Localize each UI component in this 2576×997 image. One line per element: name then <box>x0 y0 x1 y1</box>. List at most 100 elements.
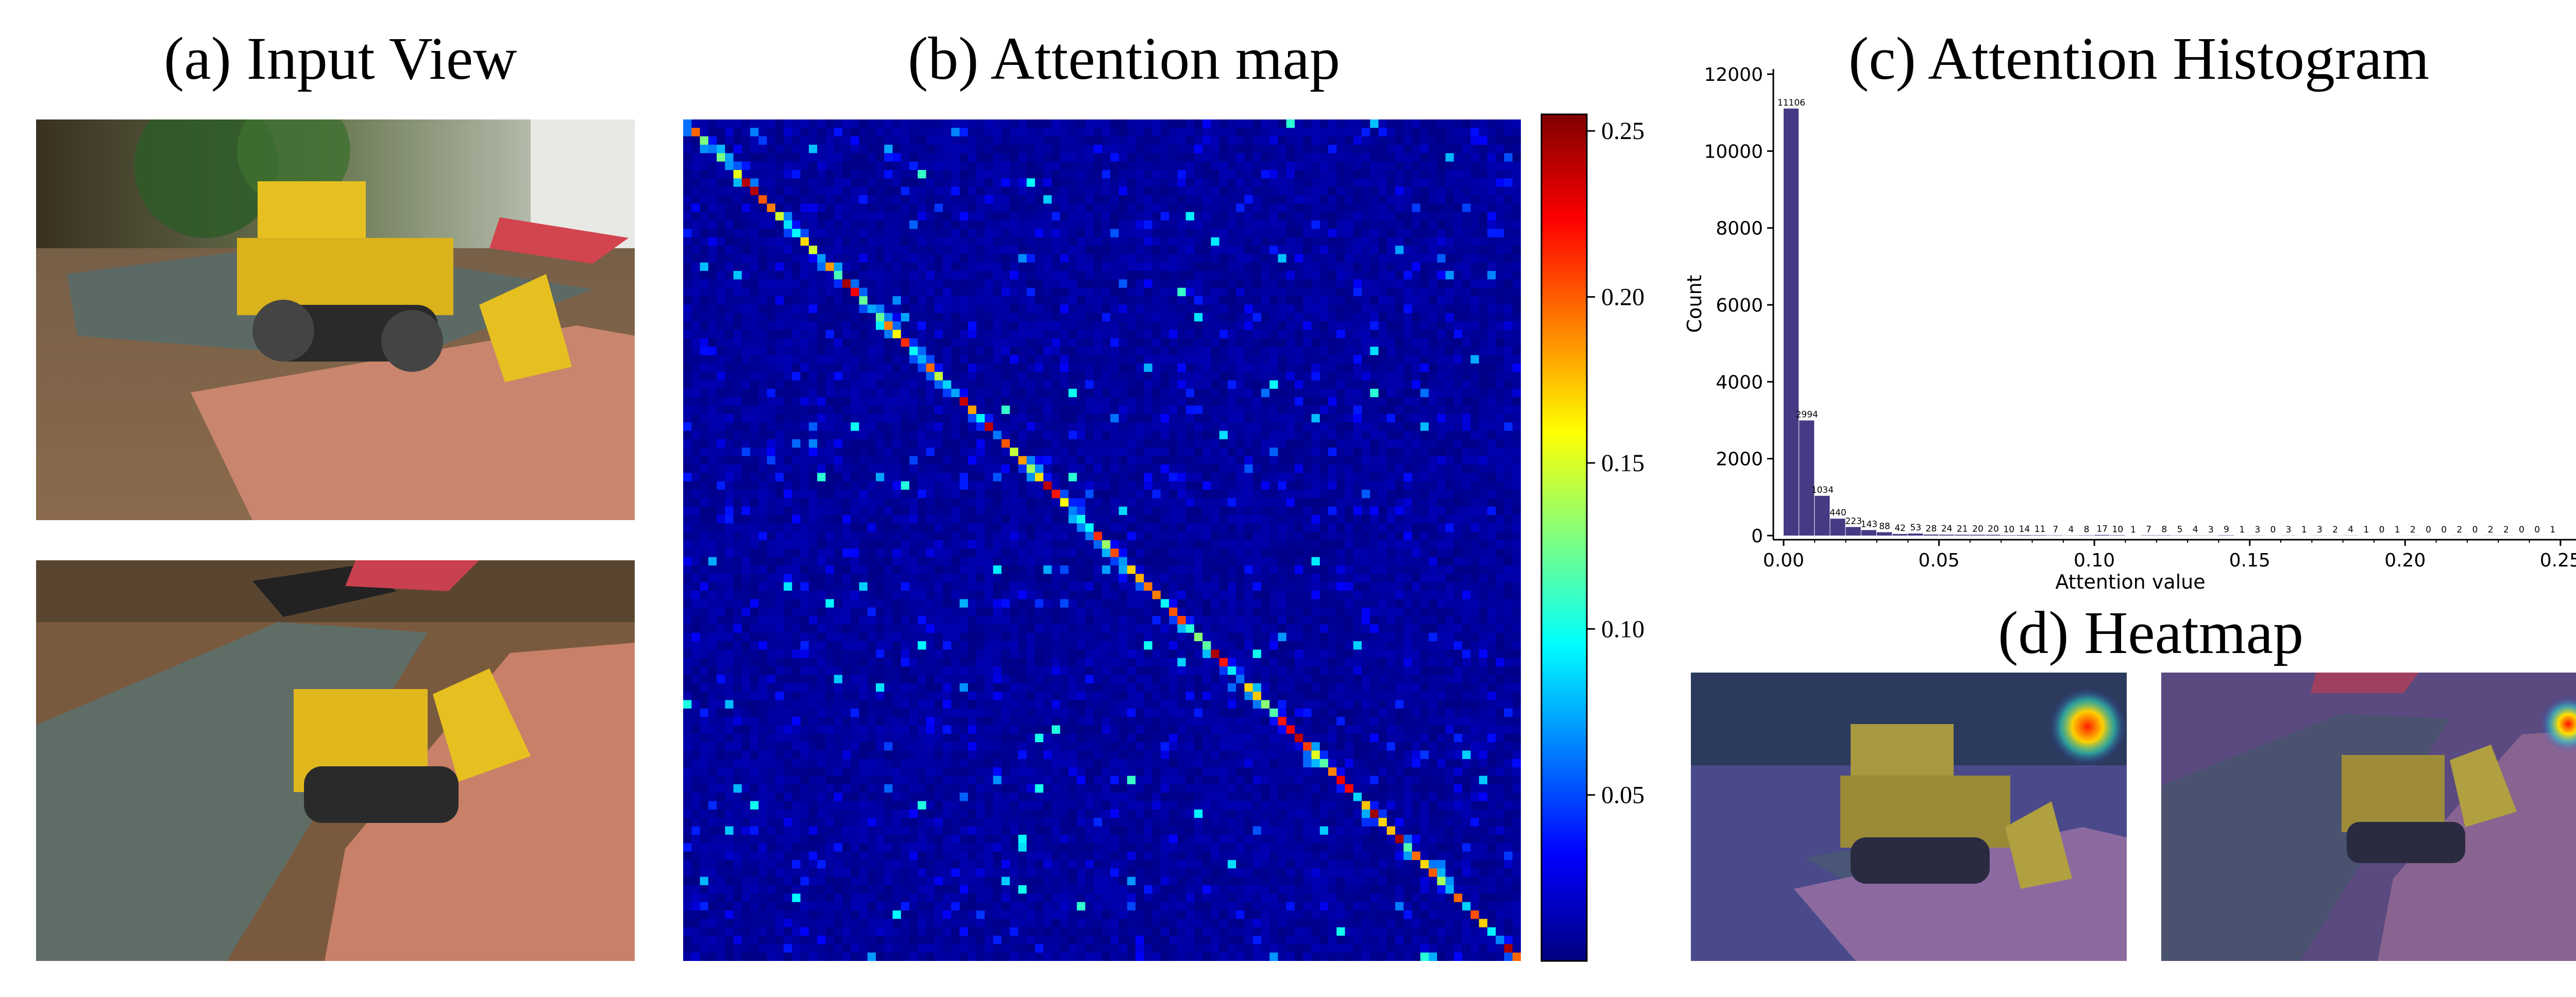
heatmap-cell <box>842 481 851 490</box>
heatmap-cell <box>1227 271 1236 280</box>
heatmap-cell <box>1445 136 1454 145</box>
heatmap-cell <box>825 372 835 381</box>
heatmap-cell <box>1420 229 1429 238</box>
heatmap-cell <box>968 145 977 153</box>
heatmap-cell <box>1211 473 1220 482</box>
heatmap-cell <box>733 203 742 213</box>
heatmap-cell <box>1336 397 1346 406</box>
heatmap-cell <box>1362 296 1370 305</box>
heatmap-cell <box>918 422 927 432</box>
heatmap-cell <box>1043 313 1053 322</box>
heatmap-cell <box>1378 338 1387 347</box>
heatmap-cell <box>683 439 692 448</box>
heatmap-cell <box>859 246 868 255</box>
heatmap-cell <box>1362 514 1370 524</box>
heatmap-cell <box>1479 464 1488 473</box>
heatmap-cell <box>1269 145 1279 153</box>
heatmap-cell <box>1386 246 1396 255</box>
heatmap-cell <box>1177 170 1187 179</box>
heatmap-cell <box>1403 347 1413 356</box>
heatmap-cell <box>700 372 709 381</box>
heatmap-cell <box>1244 531 1253 541</box>
heatmap-cell <box>1261 128 1270 137</box>
heatmap-cell <box>775 355 784 364</box>
heatmap-cell <box>1102 372 1111 381</box>
heatmap-cell <box>1386 380 1396 389</box>
heatmap-cell <box>1018 338 1027 347</box>
heatmap-cell <box>1227 220 1236 230</box>
heatmap-cell <box>1202 304 1211 314</box>
heatmap-cell <box>1353 287 1362 297</box>
heatmap-cell <box>1395 514 1404 524</box>
heatmap-cell <box>792 448 801 457</box>
heatmap-cell <box>1504 489 1513 498</box>
heatmap-cell <box>926 321 935 331</box>
heatmap-cell <box>1211 170 1220 179</box>
heatmap-cell <box>1085 414 1094 423</box>
heatmap-cell <box>1010 161 1019 170</box>
heatmap-cell <box>1236 489 1245 498</box>
heatmap-cell <box>1429 523 1437 532</box>
heatmap-cell <box>1311 422 1320 432</box>
heatmap-cell <box>1353 380 1362 389</box>
heatmap-cell <box>1102 498 1111 507</box>
heatmap-cell <box>1370 498 1379 507</box>
heatmap-cell <box>943 304 952 314</box>
heatmap-cell <box>1479 136 1488 145</box>
heatmap-cell <box>1319 321 1329 331</box>
heatmap-cell <box>1303 380 1312 389</box>
heatmap-cell <box>1160 161 1170 170</box>
heatmap-cell <box>1194 388 1203 398</box>
heatmap-cell <box>1319 161 1329 170</box>
heatmap-cell <box>1269 287 1279 297</box>
heatmap-cell <box>1453 372 1463 381</box>
heatmap-cell <box>834 405 843 415</box>
heatmap-cell <box>708 347 717 356</box>
heatmap-cell <box>959 414 969 423</box>
heatmap-cell <box>1169 388 1178 398</box>
heatmap-cell <box>1496 473 1505 482</box>
heatmap-cell <box>1403 523 1413 532</box>
heatmap-cell <box>683 481 692 490</box>
heatmap-cell <box>859 481 868 490</box>
heatmap-cell <box>867 422 876 432</box>
heatmap-cell <box>1319 246 1329 255</box>
heatmap-cell <box>1085 464 1094 473</box>
heatmap-cell <box>867 119 876 128</box>
heatmap-cell <box>1102 338 1111 347</box>
heatmap-cell <box>968 220 977 230</box>
heatmap-cell <box>1252 514 1262 524</box>
heatmap-cell <box>1152 229 1161 238</box>
heatmap-cell <box>775 161 784 170</box>
heatmap-cell <box>909 338 918 347</box>
heatmap-cell <box>1236 414 1245 423</box>
heatmap-cell <box>1118 498 1128 507</box>
heatmap-cell <box>1386 220 1396 230</box>
heatmap-cell <box>1370 136 1379 145</box>
heatmap-cell <box>1127 464 1136 473</box>
heatmap-cell <box>1211 262 1220 271</box>
heatmap-cell <box>884 304 893 314</box>
heatmap-cell <box>1244 330 1253 339</box>
heatmap-cell <box>1319 506 1329 515</box>
heatmap-cell <box>884 212 893 221</box>
heatmap-cell <box>968 363 977 372</box>
heatmap-cell <box>825 531 835 541</box>
heatmap-cell <box>1052 313 1061 322</box>
heatmap-cell <box>1077 153 1086 162</box>
heatmap-cell <box>825 246 835 255</box>
heatmap-cell <box>792 212 801 221</box>
heatmap-cell <box>1336 229 1346 238</box>
heatmap-cell <box>1278 186 1287 196</box>
heatmap-cell <box>959 279 969 288</box>
heatmap-cell <box>1403 136 1413 145</box>
heatmap-cell <box>926 380 935 389</box>
heatmap-cell <box>1110 464 1120 473</box>
heatmap-cell <box>1077 203 1086 213</box>
heatmap-cell <box>901 439 910 448</box>
heatmap-cell <box>1319 414 1329 423</box>
heatmap-cell <box>1244 372 1253 381</box>
heatmap-cell <box>1420 262 1429 271</box>
heatmap-cell <box>1227 498 1236 507</box>
heatmap-cell <box>1269 347 1279 356</box>
